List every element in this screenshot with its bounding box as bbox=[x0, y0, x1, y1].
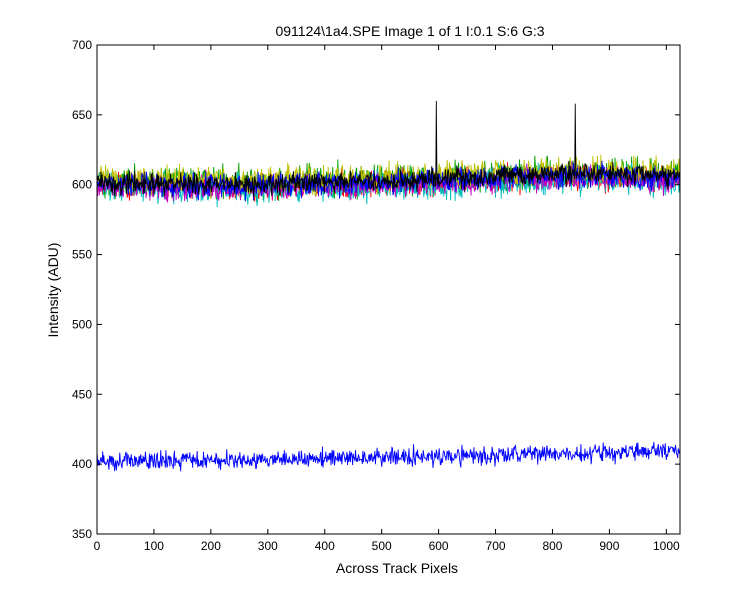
x-axis-label: Across Track Pixels bbox=[336, 560, 458, 576]
x-tick-label: 300 bbox=[258, 539, 278, 553]
x-tick-label: 500 bbox=[372, 539, 392, 553]
x-tick-label: 400 bbox=[315, 539, 335, 553]
x-tick-label: 0 bbox=[94, 539, 101, 553]
y-tick-label: 500 bbox=[72, 317, 92, 331]
series-layer bbox=[97, 100, 680, 472]
y-tick-label: 450 bbox=[72, 387, 92, 401]
y-tick-label: 700 bbox=[72, 38, 92, 52]
x-tick-label: 200 bbox=[201, 539, 221, 553]
series-line bbox=[97, 441, 680, 472]
y-axis-label: Intensity (ADU) bbox=[45, 243, 61, 338]
y-tick-label: 350 bbox=[72, 527, 92, 541]
series-line bbox=[97, 100, 680, 197]
x-tick-label: 1000 bbox=[653, 539, 680, 553]
y-tick-label: 400 bbox=[72, 457, 92, 471]
x-tick-label: 700 bbox=[486, 539, 506, 553]
x-tick-label: 100 bbox=[144, 539, 164, 553]
x-axis: 0 100 200 300 400 500 600 700 800 900 1000 bbox=[94, 45, 680, 553]
x-tick-label: 800 bbox=[542, 539, 562, 553]
x-tick-label: 600 bbox=[429, 539, 449, 553]
y-tick-label: 550 bbox=[72, 248, 92, 262]
chart-title: 091124\1a4.SPE Image 1 of 1 I:0.1 S:6 G:… bbox=[275, 23, 544, 39]
x-tick-label: 900 bbox=[599, 539, 619, 553]
y-tick-label: 650 bbox=[72, 108, 92, 122]
plot-frame bbox=[96, 44, 681, 535]
plot-area bbox=[97, 45, 680, 534]
y-axis: 350 400 450 500 550 600 650 700 bbox=[72, 38, 680, 541]
y-tick-label: 600 bbox=[72, 178, 92, 192]
